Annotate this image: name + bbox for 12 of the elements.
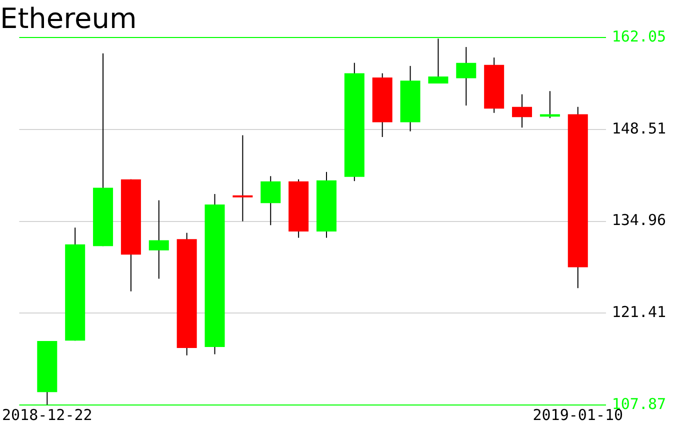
y-tick-label: 148.51 [612,119,666,138]
candlestick [456,46,476,106]
y-tick-label: 134.96 [612,211,666,230]
candlestick [512,94,532,128]
candlestick [540,90,560,119]
candlestick [260,176,281,226]
y-tick-label: 121.41 [612,303,666,322]
candlestick [232,134,253,222]
x-tick-label: 2018-12-22 [2,406,92,424]
y-tick-label: 162.05 [612,27,666,46]
candlestick [148,200,169,280]
chart-title: Ethereum [0,2,137,36]
